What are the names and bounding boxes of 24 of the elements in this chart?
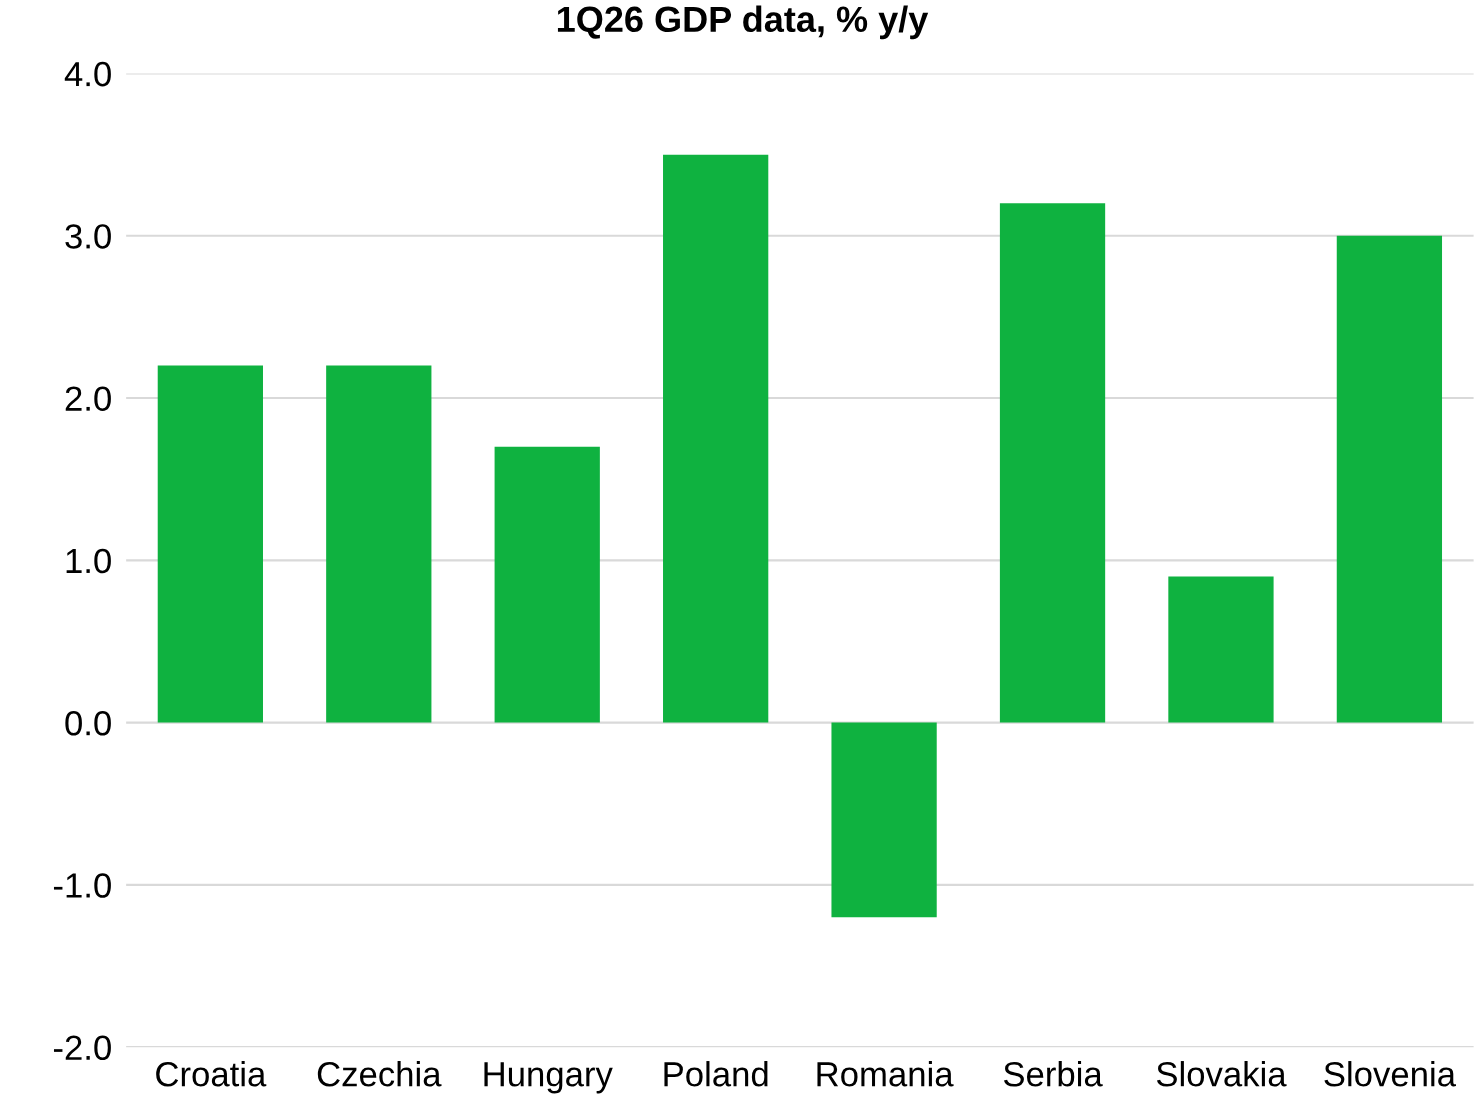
bar <box>1336 235 1443 723</box>
y-tick-label: -1.0 <box>53 873 111 898</box>
y-tick-label: 1.0 <box>66 548 111 574</box>
x-tick-label: Hungary <box>484 1062 613 1094</box>
bar <box>999 203 1106 723</box>
y-tick-label: 3.0 <box>65 224 111 249</box>
bar <box>1168 576 1274 723</box>
x-tick-label: Slovakia <box>1156 1061 1287 1087</box>
bar <box>831 722 937 918</box>
y-tick-label: 2.0 <box>65 386 111 411</box>
y-tick-label: 0.0 <box>65 710 111 736</box>
x-tick-label: Romania <box>817 1061 954 1087</box>
x-tick-label: Poland <box>664 1061 768 1087</box>
x-tick-label: Croatia <box>156 1061 267 1087</box>
x-tick-label: Slovenia <box>1324 1061 1456 1087</box>
x-tick-label: Czechia <box>317 1061 442 1087</box>
bar <box>494 446 600 723</box>
y-tick-label: 4.0 <box>64 61 111 87</box>
chart-title: 1Q26 GDP data, % y/y <box>557 5 929 40</box>
bar <box>157 365 263 723</box>
bar <box>663 154 769 723</box>
y-tick-label: -2.0 <box>53 1035 111 1061</box>
bar <box>326 365 432 723</box>
x-tick-label: Serbia <box>1003 1061 1103 1087</box>
